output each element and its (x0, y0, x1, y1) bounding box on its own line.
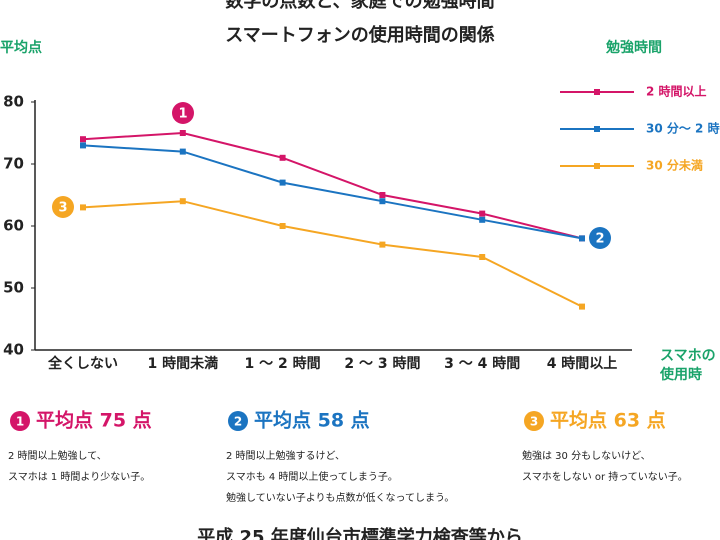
note-badge-number: 1 (16, 415, 24, 429)
note-line: スマホは 1 時間より少ない子。 (8, 471, 150, 483)
point (80, 136, 86, 143)
series-line (82, 131, 583, 240)
point (179, 198, 186, 205)
note-badge-number: 3 (530, 415, 538, 429)
x-tick-label: 1 ～ 2 時間 (245, 355, 321, 372)
point (479, 254, 486, 260)
y-tick-label: 80 (3, 93, 24, 111)
note-line: 勉強は 30 分もしないけど、 (522, 449, 651, 462)
point (379, 198, 386, 205)
y-axis-label: 平均点 (0, 39, 42, 56)
note-heading: 平均点 75 点 (36, 409, 152, 432)
note-badge (228, 411, 248, 431)
badge-number: 2 (595, 232, 604, 247)
legend-marker (594, 126, 600, 132)
x-tick-label: 1 時間未満 (147, 355, 218, 372)
note-badge-number: 2 (234, 415, 242, 429)
y-tick-label: 50 (3, 279, 24, 297)
legend-title: 勉強時間 (605, 39, 662, 56)
note-line: スマホをしない or 持っていない子。 (522, 470, 688, 483)
legend-label: 2 時間以上 (646, 84, 707, 99)
note-line: 勉強していない子よりも点数が低くなってしまう。 (226, 491, 454, 504)
note-badge (10, 411, 30, 431)
legend-label: 30 分～ 2 時 (646, 121, 720, 136)
footer: 平成 25 年度仙台市標準学力検査等から (197, 526, 523, 540)
note-line: 2 時間以上勉強して、 (8, 449, 107, 462)
point (479, 210, 486, 217)
x-axis-label: 使用時 (659, 366, 702, 383)
x-tick-label: 3 ～ 4 時間 (444, 355, 520, 372)
point (379, 241, 386, 248)
chart-title: 数学の点数と、家庭での勉強時間 (225, 0, 494, 12)
badge (589, 227, 611, 249)
y-tick-label: 40 (3, 341, 24, 359)
legend-marker (594, 89, 600, 95)
x-tick-label: 4 時間以上 (547, 355, 618, 372)
point (80, 204, 86, 211)
badge-number: 3 (58, 201, 67, 216)
point (479, 216, 486, 223)
x-tick-label: 全くしない (47, 355, 118, 372)
badge (172, 102, 194, 124)
series-line (82, 144, 583, 240)
note-badge (524, 411, 544, 431)
x-tick-label: 2 ～ 3 時間 (344, 355, 420, 372)
note-heading: 平均点 63 点 (550, 409, 666, 432)
chart-title: スマートフォンの使用時間の関係 (225, 24, 494, 46)
y-tick-label: 70 (3, 155, 24, 173)
point (579, 235, 585, 242)
point (179, 130, 186, 136)
y-tick-label: 60 (3, 217, 24, 235)
point (279, 223, 286, 229)
point (579, 303, 585, 310)
note-line: 2 時間以上勉強するけど、 (226, 449, 345, 462)
point (179, 148, 186, 155)
point (80, 142, 86, 149)
badge-number: 1 (178, 107, 187, 122)
series-line (82, 200, 583, 308)
point (279, 154, 286, 161)
note-heading: 平均点 58 点 (254, 409, 370, 432)
point (379, 192, 386, 198)
legend-label: 30 分未満 (646, 158, 703, 173)
legend-marker (594, 163, 600, 169)
x-axis-label: スマホの (660, 348, 716, 364)
badge (52, 196, 74, 218)
point (279, 179, 286, 186)
note-line: スマホも 4 時間以上使ってしまう子。 (226, 470, 398, 483)
